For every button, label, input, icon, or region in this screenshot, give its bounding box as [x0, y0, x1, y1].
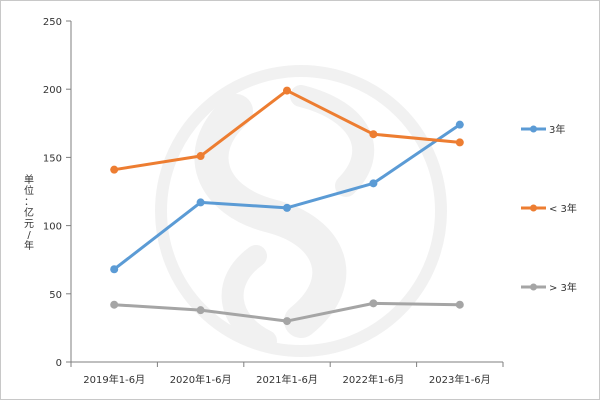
y-axis-label: 单位：亿元/年	[24, 174, 34, 252]
series-2	[110, 299, 464, 326]
data-point	[369, 179, 378, 188]
y-label-char: 单	[24, 174, 34, 186]
data-point	[196, 198, 205, 207]
y-tick-label: 50	[49, 290, 62, 301]
axes	[70, 21, 503, 363]
x-tick-label: 2020年1-6月	[170, 373, 232, 386]
legend-label: > 3年	[549, 281, 577, 294]
y-tick-label: 150	[43, 153, 62, 164]
x-tick-label: 2022年1-6月	[343, 373, 405, 386]
data-point	[110, 265, 119, 274]
watermark-logo	[155, 65, 447, 357]
y-tick-label: 200	[43, 85, 62, 96]
data-point	[455, 120, 464, 129]
legend-marker	[530, 283, 537, 291]
y-label-char: /	[27, 230, 31, 241]
legend-marker	[530, 204, 537, 212]
data-point	[369, 299, 378, 308]
legend-item: 3年	[521, 123, 565, 136]
legend-item: < 3年	[521, 202, 577, 215]
data-point	[196, 306, 205, 315]
series-1	[110, 86, 464, 174]
y-tick-label: 250	[43, 17, 62, 28]
legend-label: 3年	[549, 123, 565, 136]
x-tick-label: 2021年1-6月	[256, 373, 318, 386]
data-point	[110, 300, 119, 309]
data-point	[283, 86, 291, 95]
data-point	[110, 165, 119, 174]
series-layer	[110, 86, 464, 326]
legend-item: > 3年	[521, 281, 577, 294]
y-tick-label: 100	[43, 222, 62, 233]
data-point	[196, 152, 205, 161]
y-label-char: 元	[24, 219, 34, 230]
legend: 3年 < 3年 > 3年	[521, 123, 577, 294]
x-tick-label: 2023年1-6月	[429, 373, 491, 386]
x-tick-label: 2019年1-6月	[83, 373, 145, 386]
data-point	[283, 317, 291, 326]
legend-label: < 3年	[549, 202, 577, 215]
x-axis-ticks: 2019年1-6月 2020年1-6月 2021年1-6月 2022年1-6月 2023…	[70, 362, 504, 386]
data-point	[455, 300, 464, 309]
series-0	[110, 120, 464, 274]
y-label-char: 亿	[24, 206, 34, 219]
legend-marker	[530, 125, 537, 133]
y-axis-ticks: 0 50 100 150 200 250	[43, 17, 71, 369]
y-label-char: 位	[24, 184, 34, 197]
data-point	[455, 138, 464, 147]
y-tick-label: 0	[56, 358, 62, 369]
data-point	[369, 130, 378, 139]
data-point	[283, 203, 291, 212]
y-label-char: 年	[24, 239, 34, 252]
y-label-char: ：	[24, 197, 34, 208]
